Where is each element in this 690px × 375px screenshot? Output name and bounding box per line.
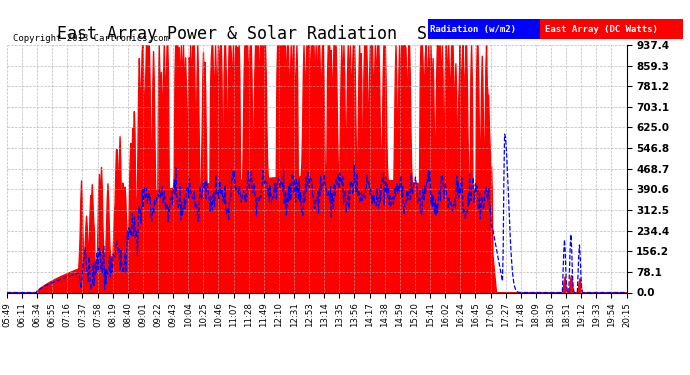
Bar bbox=[428, 19, 540, 39]
Text: Radiation (w/m2): Radiation (w/m2) bbox=[431, 25, 516, 34]
Text: East Array (DC Watts): East Array (DC Watts) bbox=[545, 25, 658, 34]
Text: Copyright 2013 Cartronics.com: Copyright 2013 Cartronics.com bbox=[13, 33, 169, 42]
Title: East Array Power & Solar Radiation  Sun Jun 2  20:19: East Array Power & Solar Radiation Sun J… bbox=[57, 26, 577, 44]
Bar bbox=[540, 19, 683, 39]
